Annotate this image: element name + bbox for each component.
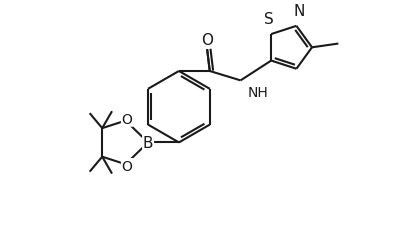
Text: S: S	[264, 12, 273, 27]
Text: N: N	[293, 4, 305, 18]
Text: O: O	[201, 33, 213, 48]
Text: B: B	[143, 135, 153, 150]
Text: NH: NH	[247, 86, 268, 99]
Text: O: O	[122, 159, 133, 173]
Text: O: O	[122, 113, 133, 126]
